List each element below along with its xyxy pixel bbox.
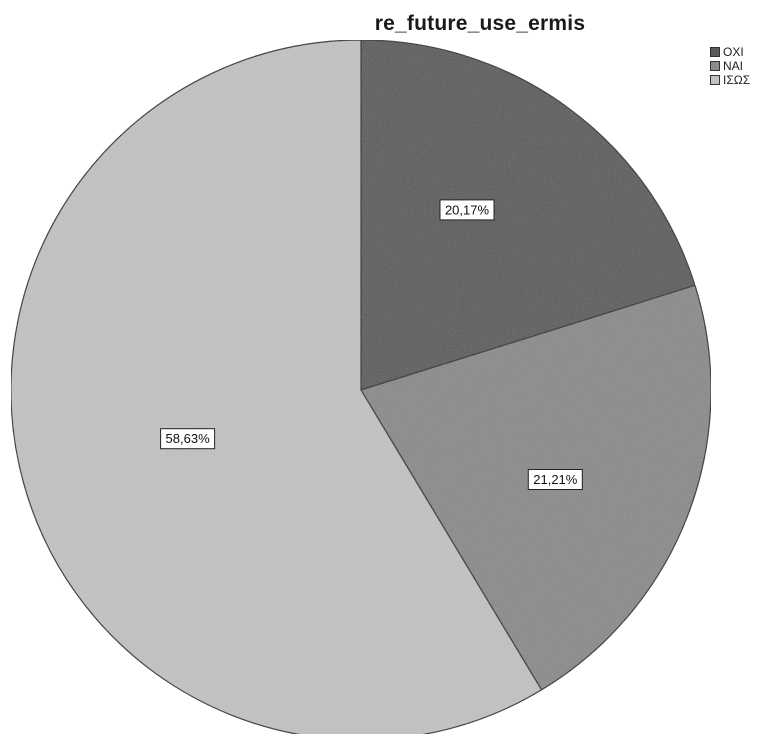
legend-swatch <box>710 47 720 57</box>
data-label-text: 20,17% <box>445 202 490 217</box>
data-label-box <box>439 199 495 221</box>
legend-label: ΝΑΙ <box>723 59 744 73</box>
legend: ΟΧΙ ΝΑΙ ΙΣΩΣ <box>710 45 750 87</box>
pie-data-labels: 20,17% 21,21% 58,63% <box>160 199 583 490</box>
data-label-box <box>160 428 216 450</box>
chart-title: re_future_use_ermis <box>374 12 586 35</box>
data-label-text: 21,21% <box>533 472 578 487</box>
data-label-3: 58,63% <box>160 428 216 450</box>
legend-item: ΝΑΙ <box>710 59 750 73</box>
data-label-box <box>527 469 583 490</box>
legend-label: ΟΧΙ <box>723 45 744 59</box>
legend-item: ΙΣΩΣ <box>710 73 750 87</box>
data-label-text: 58,63% <box>166 431 211 446</box>
pie-slice-3 <box>10 39 543 734</box>
data-label-1: 20,17% <box>439 199 495 221</box>
legend-item: ΟΧΙ <box>710 45 750 59</box>
legend-swatch <box>710 61 720 71</box>
pie-slice-1 <box>360 39 696 391</box>
legend-label: ΙΣΩΣ <box>723 73 751 87</box>
legend-swatch <box>710 75 720 85</box>
data-label-2: 21,21% <box>527 469 583 490</box>
pie-slices <box>10 39 712 734</box>
